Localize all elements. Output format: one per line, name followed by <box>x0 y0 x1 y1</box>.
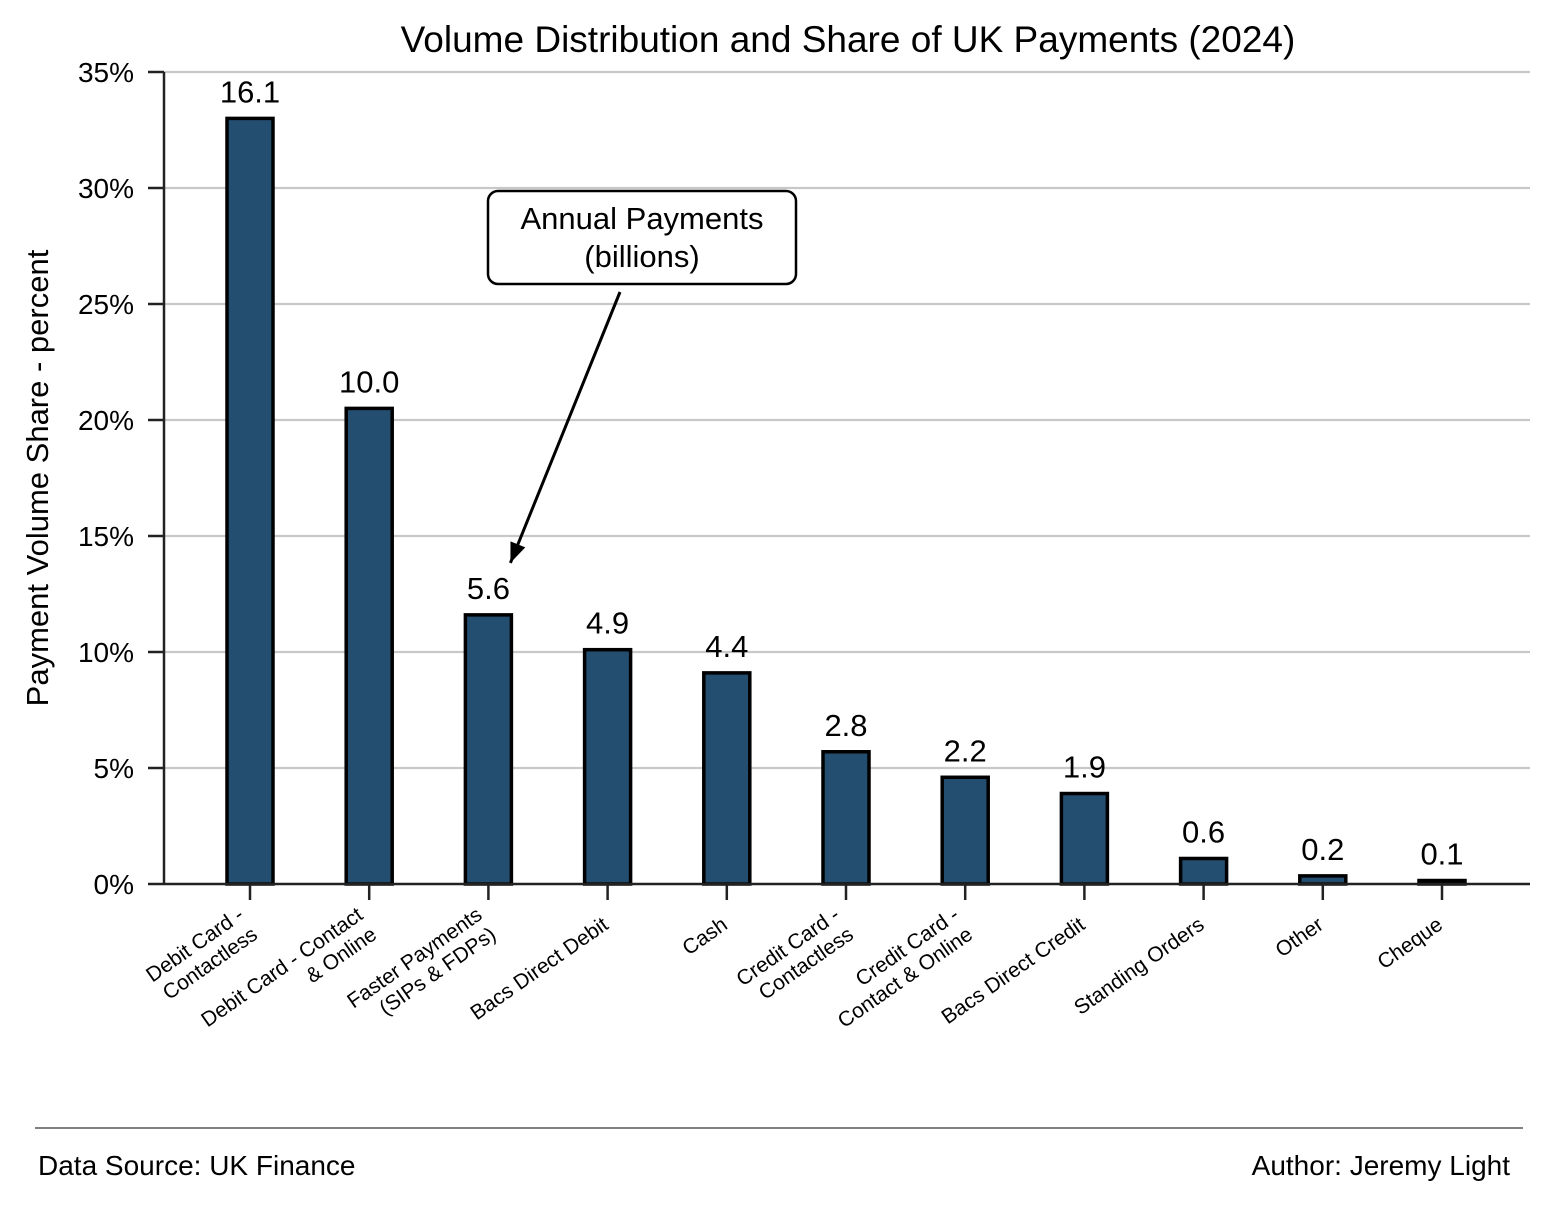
bar <box>1059 791 1110 886</box>
data-label: 5.6 <box>467 571 510 606</box>
bar <box>582 647 633 886</box>
annotation-arrowhead <box>510 541 526 563</box>
bar <box>463 613 514 886</box>
chart: Volume Distribution and Share of UK Paym… <box>20 19 1530 1033</box>
data-label: 16.1 <box>220 74 280 109</box>
y-tick-label: 10% <box>78 637 134 668</box>
chart-title: Volume Distribution and Share of UK Paym… <box>401 19 1296 60</box>
annotation: Annual Payments(billions) <box>486 189 798 564</box>
y-axis-label: Payment Volume Share - percent <box>20 249 55 706</box>
data-label: 0.1 <box>1420 837 1463 872</box>
annotation-arrow <box>509 291 622 564</box>
data-label: 4.9 <box>586 606 629 641</box>
x-tick-label: Standing Orders <box>1070 913 1208 1020</box>
bar <box>821 750 871 886</box>
bar <box>940 775 990 886</box>
data-label: 10.0 <box>339 364 399 399</box>
x-tick-label: Credit Card -Contactless <box>732 903 857 1010</box>
bar <box>702 671 752 886</box>
data-label: 1.9 <box>1063 750 1106 785</box>
data-label: 0.2 <box>1301 832 1344 867</box>
data-label: 2.8 <box>824 708 867 743</box>
y-tick-label: 0% <box>94 869 134 900</box>
x-tick-label: Cash <box>678 913 731 960</box>
author-text: Author: Jeremy Light <box>1251 1150 1510 1181</box>
data-label: 0.6 <box>1182 814 1225 849</box>
data-labels: 16.1 10.0 5.6 4.9 4.4 2.8 2.2 1.9 0.6 0.2 0.1 <box>220 74 1464 871</box>
x-tick-label: Cheque <box>1373 913 1446 974</box>
bar <box>225 116 275 886</box>
bar <box>1178 856 1229 886</box>
y-tick-label: 15% <box>78 521 134 552</box>
y-tick-label: 30% <box>78 173 134 204</box>
x-tick-label-line: Standing Orders <box>1070 913 1208 1020</box>
footer-divider <box>35 1127 1523 1129</box>
axes: 0%5%10%15%20%25%30%35%Debit Card -Contac… <box>78 57 1530 1033</box>
y-tick-label: 35% <box>78 57 134 88</box>
y-tick-label: 20% <box>78 405 134 436</box>
annotation-text: (billions) <box>584 239 699 274</box>
y-tick-label: 25% <box>78 289 134 320</box>
annotation-box <box>486 189 798 286</box>
x-tick-label-line: Cheque <box>1373 913 1446 974</box>
bars <box>225 116 1467 886</box>
data-label: 2.2 <box>944 733 987 768</box>
y-tick-label: 5% <box>94 753 134 784</box>
bar <box>344 406 394 886</box>
data-label: 4.4 <box>705 629 748 664</box>
x-tick-label: Other <box>1271 913 1327 962</box>
annotation-text: Annual Payments <box>521 201 764 236</box>
x-tick-label-line: Cash <box>678 913 731 960</box>
data-source-text: Data Source: UK Finance <box>38 1150 356 1181</box>
x-tick-label-line: Other <box>1271 913 1327 962</box>
